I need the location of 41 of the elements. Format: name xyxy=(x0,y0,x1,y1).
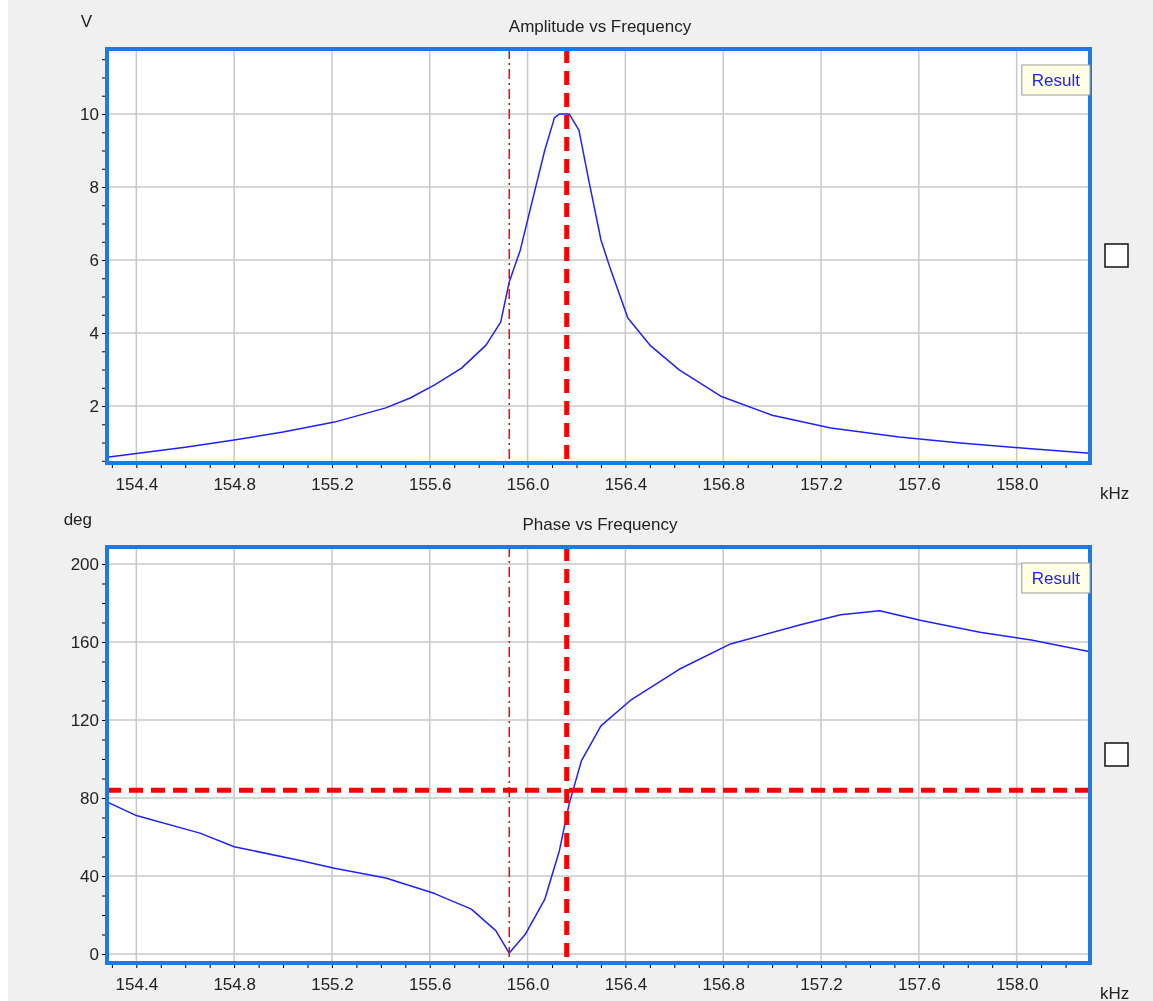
x-tick-label: 154.4 xyxy=(115,974,159,994)
line-series xyxy=(106,610,1091,954)
x-tick-label: 156.8 xyxy=(702,474,745,494)
text: Result xyxy=(1031,71,1081,90)
x-tick-label: 156.4 xyxy=(604,474,648,494)
x-tick-label: 155.6 xyxy=(409,974,452,994)
text: Result xyxy=(1031,569,1081,588)
x-tick-label: 157.6 xyxy=(898,474,941,494)
x-tick-label: 155.2 xyxy=(311,974,354,994)
x-tick-label: 156.4 xyxy=(604,974,648,994)
y-tick-label: 80 xyxy=(80,788,99,808)
x-tick-label: 158.0 xyxy=(995,474,1039,494)
x-tick-label: 155.6 xyxy=(409,474,452,494)
y-axis-title: deg xyxy=(63,510,92,529)
chart-title: Phase vs Frequency xyxy=(522,515,678,534)
x-tick-label: 157.2 xyxy=(800,974,843,994)
line-series xyxy=(106,113,1091,458)
y-tick-label: 4 xyxy=(89,323,99,343)
x-tick-label: 154.8 xyxy=(213,974,256,994)
x-axis-title: kHz xyxy=(1100,484,1130,503)
x-tick-label: 154.8 xyxy=(213,474,256,494)
y-tick-label: 6 xyxy=(89,250,99,270)
y-tick-label: 200 xyxy=(70,554,99,574)
y-tick-label: 40 xyxy=(80,866,99,886)
y-tick-label: 10 xyxy=(80,104,99,124)
y-tick-label: 120 xyxy=(70,710,99,730)
y-tick-label: 2 xyxy=(89,396,99,416)
x-axis-title: kHz xyxy=(1100,984,1130,1001)
x-tick-label: 156.0 xyxy=(506,974,550,994)
x-tick-label: 156.0 xyxy=(506,474,550,494)
x-tick-label: 155.2 xyxy=(311,474,354,494)
y-tick-label: 8 xyxy=(89,177,99,197)
x-tick-label: 157.6 xyxy=(898,974,941,994)
x-tick-label: 156.8 xyxy=(702,974,745,994)
chart-title: Amplitude vs Frequency xyxy=(508,17,692,36)
y-tick-label: 160 xyxy=(70,632,99,652)
x-tick-label: 158.0 xyxy=(995,974,1039,994)
y-axis-title: V xyxy=(80,12,93,31)
x-tick-label: 154.4 xyxy=(115,474,159,494)
x-tick-label: 157.2 xyxy=(800,474,843,494)
y-tick-label: 0 xyxy=(89,944,99,964)
